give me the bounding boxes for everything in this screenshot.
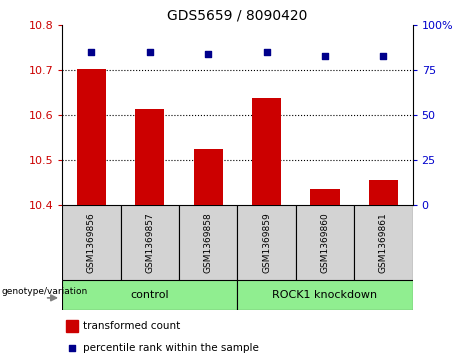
Text: GSM1369857: GSM1369857 (145, 212, 154, 273)
Bar (66, 320, 78, 333)
Bar (354, 205, 413, 280)
Text: GSM1369856: GSM1369856 (87, 212, 96, 273)
Bar (237, 205, 296, 280)
Point (146, 49, 154, 55)
Bar (237, 280, 413, 310)
Point (263, 49, 270, 55)
Bar (62, 205, 121, 280)
Bar (62, 280, 237, 310)
Text: genotype/variation: genotype/variation (1, 287, 88, 297)
Text: GSM1369859: GSM1369859 (262, 212, 271, 273)
Bar (135, 109, 165, 205)
Bar (296, 205, 354, 280)
Bar (77, 69, 106, 205)
Point (380, 53, 387, 59)
Text: percentile rank within the sample: percentile rank within the sample (83, 343, 259, 354)
Text: transformed count: transformed count (83, 321, 181, 331)
Text: GSM1369861: GSM1369861 (379, 212, 388, 273)
Text: GSM1369858: GSM1369858 (204, 212, 213, 273)
Bar (179, 205, 237, 280)
Point (321, 53, 329, 59)
Text: ROCK1 knockdown: ROCK1 knockdown (272, 290, 378, 300)
Title: GDS5659 / 8090420: GDS5659 / 8090420 (167, 9, 307, 23)
Text: control: control (130, 290, 169, 300)
Bar (310, 189, 340, 205)
Bar (369, 180, 398, 205)
Point (88, 49, 95, 55)
Bar (194, 149, 223, 205)
Bar (252, 98, 281, 205)
Point (205, 51, 212, 57)
Point (68, 346, 76, 351)
Bar (121, 205, 179, 280)
Text: GSM1369860: GSM1369860 (320, 212, 330, 273)
